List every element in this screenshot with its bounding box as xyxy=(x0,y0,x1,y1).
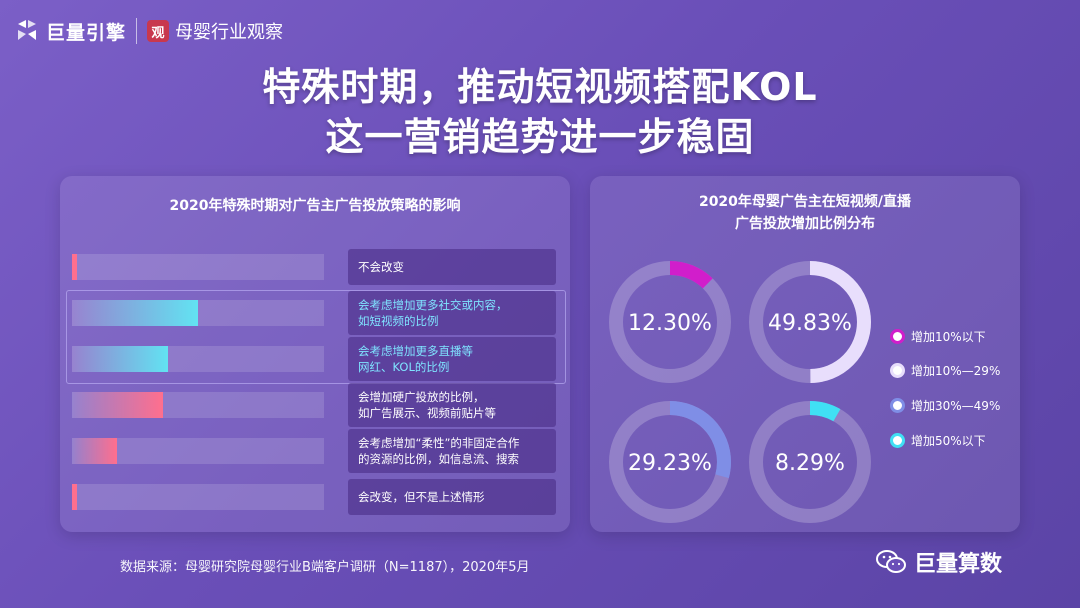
bar-category-label: 不会改变 xyxy=(348,249,556,285)
strategy-impact-title: 2020年特殊时期对广告主广告投放策略的影响 xyxy=(169,198,461,214)
bar-category-label: 会考虑增加“柔性”的非固定合作 的资源的比例，如信息流、搜索 xyxy=(348,429,556,473)
bar-category-label: 会考虑增加更多社交或内容， 如短视频的比例 xyxy=(348,291,556,335)
wechat-account: 巨量算数 xyxy=(876,546,1002,578)
legend-swatch xyxy=(890,433,905,448)
bar-track xyxy=(72,300,324,326)
category-label-line: 会考虑增加更多直播等 xyxy=(358,344,473,358)
bar xyxy=(72,484,78,510)
title-line-2: 这一营销趋势进一步稳固 xyxy=(325,115,755,159)
bar xyxy=(72,346,168,372)
legend-label: 增加50%以下 xyxy=(911,434,986,448)
donut-slice xyxy=(749,401,871,523)
data-source: 数据来源：母婴研究院母婴行业B端客户调研（N=1187），2020年5月 xyxy=(120,560,530,575)
donut-value-label: 29.23% xyxy=(628,451,712,476)
highlight-frame xyxy=(66,290,566,384)
legend-item: 增加50%以下 xyxy=(890,432,986,449)
bar xyxy=(72,254,78,280)
category-label-line: 的资源的比例，如信息流、搜索 xyxy=(358,452,519,466)
page-title: 特殊时期，推动短视频搭配KOL 这一营销趋势进一步稳固 xyxy=(0,62,1080,162)
bar-track xyxy=(72,484,324,510)
bar-track xyxy=(72,392,324,418)
category-label-line: 如短视频的比例 xyxy=(358,314,439,328)
legend-label: 增加10%—29% xyxy=(911,364,1001,378)
budget-increase-panel: 2020年母婴广告主在短视频/直播 广告投放增加比例分布 xyxy=(590,176,1020,532)
bar-category-label: 会考虑增加更多直播等 网红、KOL的比例 xyxy=(348,337,556,381)
bar-category-label: 会增加硬广投放的比例， 如广告展示、视频前贴片等 xyxy=(348,383,556,427)
category-label-line: 不会改变 xyxy=(358,260,404,274)
donut-value-label: 12.30% xyxy=(628,311,712,336)
brand-header: 巨量引擎 观 母婴行业观察 xyxy=(14,14,283,48)
legend-label: 增加10%以下 xyxy=(911,330,986,344)
legend-item: 增加10%—29% xyxy=(890,362,1000,379)
donut-value-label: 8.29% xyxy=(775,451,845,476)
budget-increase-donut-chart: 12.30% 49.83% 29.23% 8.29% xyxy=(609,261,871,523)
donut-slice xyxy=(609,401,731,523)
category-label-line: 会增加硬广投放的比例， xyxy=(358,390,485,404)
legend-label: 增加30%—49% xyxy=(911,399,1001,413)
bar xyxy=(72,392,163,418)
bar-track xyxy=(72,254,324,280)
legend-swatch xyxy=(890,398,905,413)
ocean-engine-logo: 巨量引擎 xyxy=(14,18,126,45)
category-label-line: 会考虑增加更多社交或内容， xyxy=(358,298,508,312)
ocean-engine-text: 巨量引擎 xyxy=(46,21,127,44)
maternity-observation-text: 母婴行业观察 xyxy=(175,22,284,43)
title-line-1: 特殊时期，推动短视频搭配KOL xyxy=(262,65,818,109)
legend-swatch xyxy=(890,329,905,344)
bar-category-label: 会改变，但不是上述情形 xyxy=(348,479,556,515)
bar xyxy=(72,438,118,464)
legend-swatch xyxy=(890,363,905,378)
legend-item: 增加10%以下 xyxy=(890,328,986,345)
donut-value-label: 49.83% xyxy=(768,311,852,336)
budget-increase-title-1: 2020年母婴广告主在短视频/直播 xyxy=(698,194,912,210)
bar-track xyxy=(72,438,324,464)
category-label-line: 会考虑增加“柔性”的非固定合作 xyxy=(358,436,520,450)
maternity-observation-logo: 观 母婴行业观察 xyxy=(147,18,283,44)
bar xyxy=(72,300,198,326)
category-label-line: 会改变，但不是上述情形 xyxy=(358,490,485,504)
donut-slice xyxy=(609,261,731,383)
category-label-line: 如广告展示、视频前贴片等 xyxy=(358,406,496,420)
category-label-line: 网红、KOL的比例 xyxy=(358,360,450,374)
budget-increase-title-2: 广告投放增加比例分布 xyxy=(735,216,875,232)
brand-divider xyxy=(136,18,138,44)
wechat-account-name: 巨量算数 xyxy=(914,552,1003,577)
wechat-icon xyxy=(876,550,906,573)
donut-slice xyxy=(749,261,871,383)
bar-track xyxy=(72,346,324,372)
ocean-engine-mark-icon xyxy=(18,20,36,40)
legend-item: 增加30%—49% xyxy=(890,397,1000,414)
observation-seal: 观 xyxy=(147,20,170,42)
